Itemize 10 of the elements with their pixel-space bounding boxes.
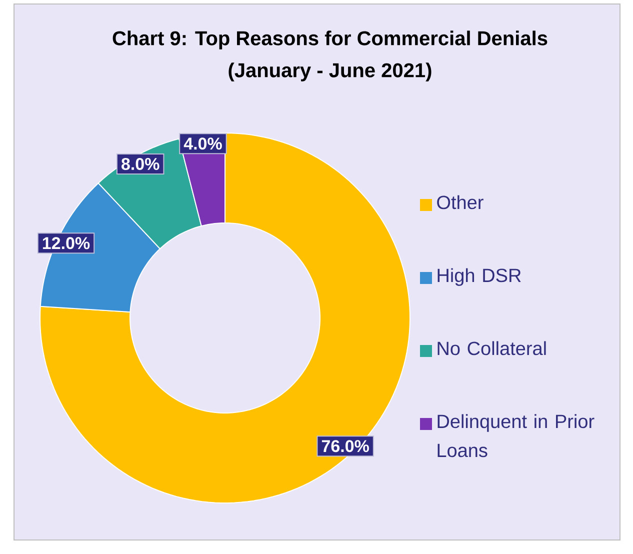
data-label: 8.0%	[122, 158, 160, 170]
data-label: 4.0%	[184, 138, 222, 150]
chart-subtitle: (January - June 2021)	[228, 62, 432, 82]
legend-label: No Collateral	[438, 341, 546, 356]
data-label: 12.0%	[42, 237, 90, 250]
data-label: 76.0%	[322, 440, 369, 452]
chart-title: Chart 9: Top Reasons for Commercial Denials	[112, 30, 548, 50]
legend-label: Other	[437, 195, 484, 210]
legend-label: High DSR	[438, 268, 521, 286]
legend-label: Delinquent in Prior Loans	[438, 414, 594, 458]
